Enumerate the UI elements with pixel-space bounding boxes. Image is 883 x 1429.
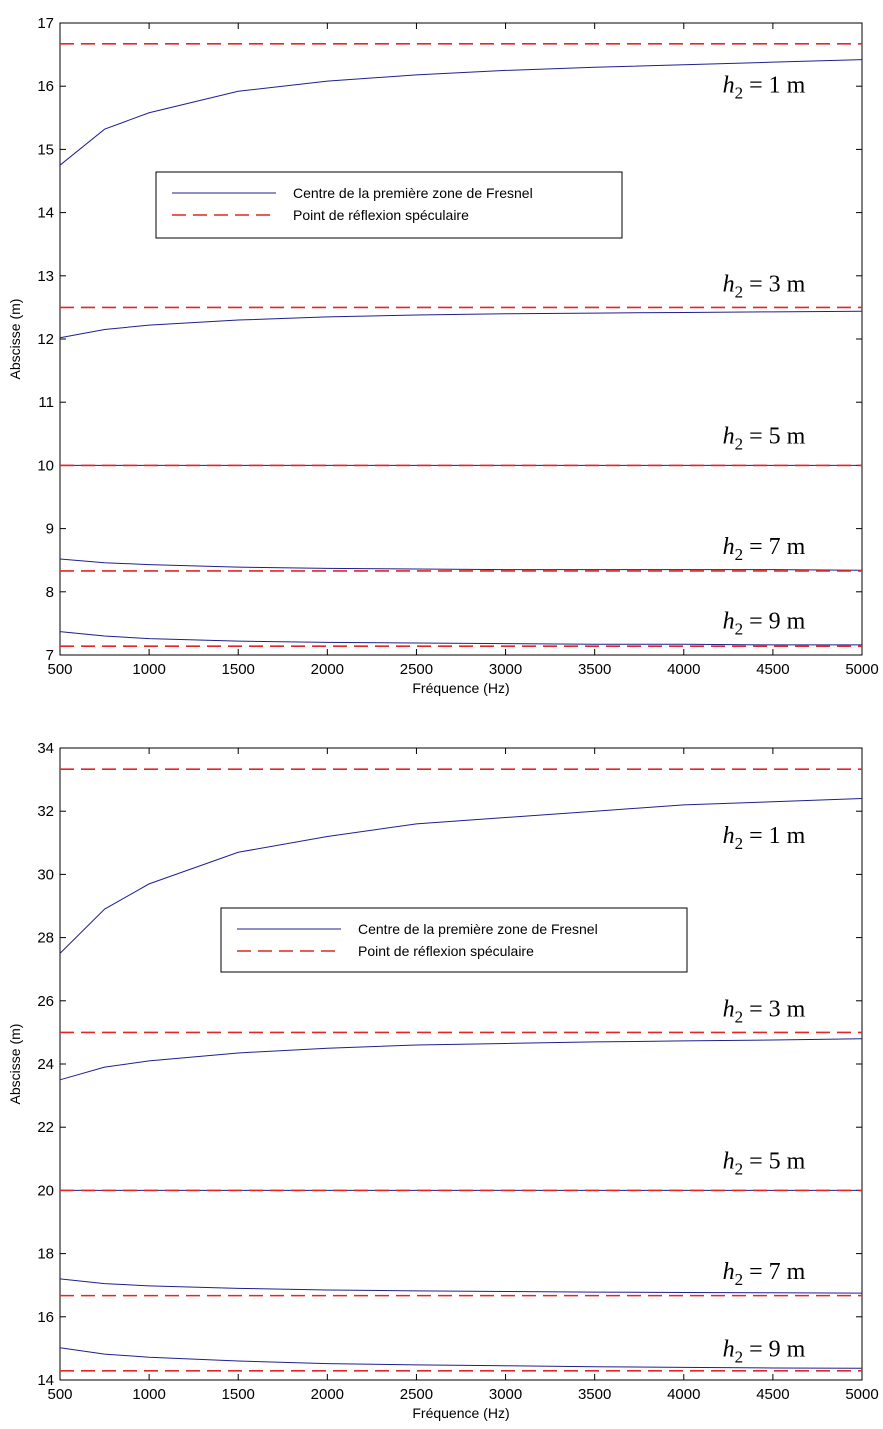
chart-panel-1: 500 1000 1500 2000 2500 3000 3500 4000 4500 5000 7… — [7, 15, 879, 696]
legend-box — [155, 171, 623, 239]
fresnel-center-line — [59, 798, 863, 954]
height-annotation: h2 = 3 m — [723, 997, 806, 1027]
x-axis-label: Fréquence (Hz) — [412, 1405, 509, 1421]
height-annotation: h2 = 1 m — [723, 823, 806, 853]
plot-frame — [59, 22, 863, 656]
x-tick-label: 4500 — [756, 661, 789, 678]
x-tick-label: 3000 — [489, 661, 522, 678]
height-annotation: h2 = 9 m — [723, 608, 806, 638]
y-tick-label: 34 — [37, 740, 54, 757]
legend: Centre de la première zone de Fresnel Poi… — [155, 171, 623, 239]
fresnel-center-line — [59, 1347, 863, 1369]
y-tick-label: 7 — [46, 647, 54, 664]
height-annotation: h2 = 5 m — [723, 423, 806, 453]
y-tick-label: 22 — [37, 1119, 54, 1136]
x-tick-label: 4000 — [667, 661, 700, 678]
x-tick-label: 2500 — [400, 1386, 433, 1403]
x-tick-label: 1000 — [132, 1386, 165, 1403]
x-tick-label: 3500 — [578, 1386, 611, 1403]
x-tick-label: 4500 — [756, 1386, 789, 1403]
x-tick-label: 1500 — [222, 661, 255, 678]
y-tick-label: 16 — [37, 1309, 54, 1326]
x-tick-label: 2500 — [400, 661, 433, 678]
y-axis-label: Abscisse (m) — [7, 299, 23, 380]
y-tick-label: 14 — [37, 205, 54, 222]
x-tick-label: 4000 — [667, 1386, 700, 1403]
x-tick-label: 500 — [47, 1386, 72, 1403]
fresnel-center-line — [59, 310, 863, 339]
fresnel-center-line — [59, 631, 862, 646]
fresnel-center-line — [59, 558, 863, 571]
y-tick-label: 15 — [37, 141, 54, 158]
y-tick-label: 10 — [37, 457, 54, 474]
y-tick-label: 28 — [37, 930, 54, 947]
x-tick-label: 3000 — [489, 1386, 522, 1403]
x-tick-label: 2000 — [311, 661, 344, 678]
x-tick-label: 2000 — [311, 1386, 344, 1403]
x-tick-label: 5000 — [845, 1386, 878, 1403]
y-tick-label: 32 — [37, 803, 54, 820]
y-tick-label: 14 — [37, 1372, 54, 1389]
x-tick-label: 1000 — [132, 661, 165, 678]
legend-box — [220, 907, 688, 973]
fresnel-center-line — [59, 1038, 863, 1081]
y-tick-label: 16 — [37, 78, 54, 95]
height-annotation: h2 = 1 m — [723, 73, 806, 103]
height-annotation: h2 = 3 m — [723, 272, 806, 302]
y-tick-label: 8 — [46, 584, 54, 601]
y-tick-label: 9 — [46, 521, 54, 538]
x-tick-label: 1500 — [222, 1386, 255, 1403]
legend: Centre de la première zone de Fresnel Poi… — [220, 907, 688, 973]
height-annotation: h2 = 7 m — [723, 1259, 806, 1289]
y-tick-label: 26 — [37, 993, 54, 1010]
chart-panel-2: 500 1000 1500 2000 2500 3000 3500 4000 4500 5000 1… — [7, 740, 879, 1421]
x-axis-label: Fréquence (Hz) — [412, 680, 509, 696]
y-tick-label: 17 — [37, 15, 54, 32]
y-tick-label: 12 — [37, 331, 54, 348]
fresnel-center-line — [59, 59, 863, 166]
y-axis-label: Abscisse (m) — [7, 1024, 23, 1105]
legend-label: Centre de la première zone de Fresnel — [293, 185, 533, 201]
y-tick-label: 11 — [38, 394, 54, 411]
x-tick-label: 5000 — [845, 661, 878, 678]
height-annotation: h2 = 9 m — [723, 1336, 806, 1366]
x-tick-label: 3500 — [578, 661, 611, 678]
y-tick-label: 18 — [37, 1246, 54, 1263]
y-tick-label: 20 — [37, 1182, 54, 1199]
y-tick-label: 13 — [37, 268, 54, 285]
legend-label: Centre de la première zone de Fresnel — [358, 921, 598, 937]
x-tick-label: 500 — [47, 661, 72, 678]
y-tick-label: 30 — [37, 866, 54, 883]
y-tick-label: 24 — [37, 1056, 54, 1073]
legend-label: Point de réflexion spéculaire — [358, 943, 534, 959]
fresnel-center-line — [59, 1278, 863, 1294]
height-annotation: h2 = 7 m — [723, 534, 806, 564]
plot-frame — [59, 747, 863, 1381]
height-annotation: h2 = 5 m — [723, 1148, 806, 1178]
legend-label: Point de réflexion spéculaire — [293, 207, 469, 223]
